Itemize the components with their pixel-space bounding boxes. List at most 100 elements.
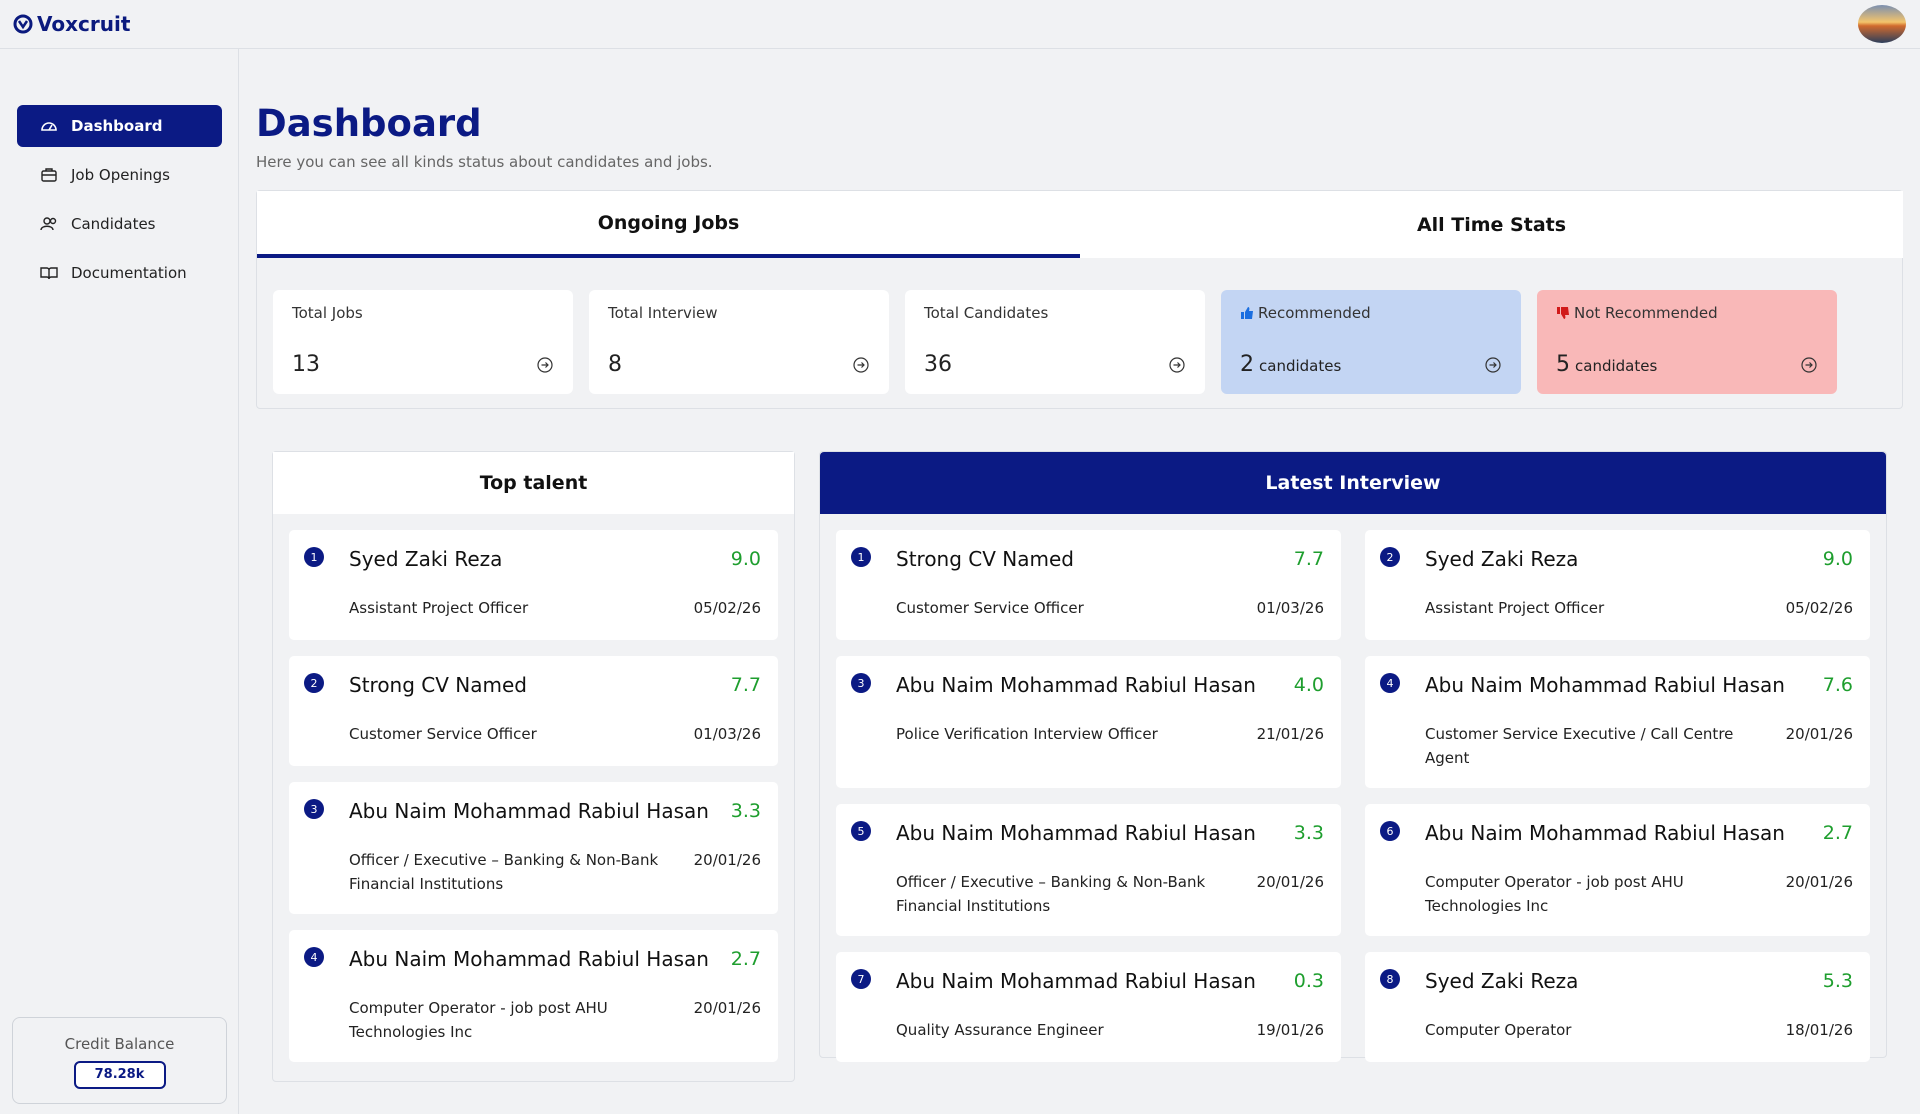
nav-icon — [41, 122, 57, 131]
rank-badge: 3 — [304, 799, 324, 819]
interview-date: 01/03/26 — [693, 725, 761, 743]
nav-item[interactable]: Dashboard — [17, 105, 222, 147]
stat-card[interactable]: Recommended 2 candidates — [1221, 290, 1521, 394]
nav-label: Dashboard — [71, 117, 163, 135]
panel-header: Latest Interview — [820, 452, 1886, 514]
candidate-name: Strong CV Named — [349, 673, 527, 697]
panel-header: Top talent — [273, 452, 794, 514]
card-bottom-row: Computer Operator - job post AHU Technol… — [349, 996, 761, 1044]
interview-date: 01/03/26 — [1256, 599, 1324, 617]
nav-label: Documentation — [71, 264, 187, 282]
nav-item[interactable]: Job Openings — [17, 154, 222, 196]
user-avatar[interactable] — [1858, 5, 1906, 43]
candidate-card[interactable]: 4 Abu Naim Mohammad Rabiul Hasan 2.7 Comput… — [289, 930, 778, 1062]
card-bottom-row: Computer Operator - job post AHU Technol… — [1425, 870, 1853, 918]
candidate-card[interactable]: 3 Abu Naim Mohammad Rabiul Hasan 4.0 Police… — [836, 656, 1341, 788]
stat-label-row: Recommended — [1240, 304, 1502, 322]
job-role: Officer / Executive – Banking & Non-Bank… — [349, 851, 659, 893]
candidate-card[interactable]: 1 Syed Zaki Reza 9.0 Assistant Project Offi… — [289, 530, 778, 640]
stat-label-row: Total Interview — [608, 304, 870, 322]
job-role: Assistant Project Officer — [349, 599, 529, 617]
page-subtitle: Here you can see all kinds status about … — [256, 153, 713, 171]
brand-name: Voxcruit — [37, 12, 131, 36]
tab[interactable]: Ongoing Jobs — [257, 191, 1080, 258]
stat-label: Total Interview — [608, 304, 718, 322]
rank-badge: 2 — [304, 673, 324, 693]
card-bottom-row: Assistant Project Officer 05/02/26 — [349, 596, 761, 620]
card-bottom-row: Police Verification Interview Officer 21/… — [896, 722, 1324, 746]
card-bottom-row: Assistant Project Officer 05/02/26 — [1425, 596, 1853, 620]
arrow-icon — [1801, 357, 1817, 373]
arrow-icon — [537, 357, 553, 373]
job-role: Computer Operator - job post AHU Technol… — [349, 999, 608, 1041]
candidate-name: Syed Zaki Reza — [349, 547, 503, 571]
candidate-card[interactable]: 2 Strong CV Named 7.7 Customer Service Offi… — [289, 656, 778, 766]
card-top-row: Abu Naim Mohammad Rabiul Hasan 4.0 — [896, 672, 1324, 698]
stat-number-row: 13 — [292, 352, 320, 377]
candidate-score: 3.3 — [730, 800, 761, 822]
nav-item[interactable]: Candidates — [17, 203, 222, 245]
job-role: Quality Assurance Engineer — [896, 1021, 1104, 1039]
credit-label: Credit Balance — [64, 1035, 175, 1053]
stat-card[interactable]: Total Jobs 13 — [273, 290, 573, 394]
candidate-card[interactable]: 5 Abu Naim Mohammad Rabiul Hasan 3.3 Office… — [836, 804, 1341, 936]
stat-value: 13 — [292, 352, 320, 377]
interview-date: 05/02/26 — [1785, 599, 1853, 617]
card-bottom-row: Officer / Executive – Banking & Non-Bank… — [896, 870, 1324, 918]
candidate-score: 9.0 — [730, 548, 761, 570]
nav-item[interactable]: Documentation — [17, 252, 222, 294]
arrow-icon — [1485, 357, 1501, 373]
candidate-card[interactable]: 4 Abu Naim Mohammad Rabiul Hasan 7.6 Custom… — [1365, 656, 1870, 788]
candidate-card[interactable]: 1 Strong CV Named 7.7 Customer Service Offi… — [836, 530, 1341, 640]
card-top-row: Abu Naim Mohammad Rabiul Hasan 3.3 — [349, 798, 761, 824]
candidate-score: 2.7 — [1822, 822, 1853, 844]
candidate-card[interactable]: 6 Abu Naim Mohammad Rabiul Hasan 2.7 Comput… — [1365, 804, 1870, 936]
candidate-card[interactable]: 8 Syed Zaki Reza 5.3 Computer Operator 18/01… — [1365, 952, 1870, 1062]
arrow-icon — [853, 357, 869, 373]
stat-card[interactable]: Total Candidates 36 — [905, 290, 1205, 394]
candidate-score: 7.7 — [730, 674, 761, 696]
candidate-name: Abu Naim Mohammad Rabiul Hasan — [1425, 673, 1785, 697]
stat-label: Total Jobs — [292, 304, 363, 322]
job-role: Customer Service Officer — [349, 725, 537, 743]
rank-badge: 6 — [1380, 821, 1400, 841]
candidate-score: 2.7 — [730, 948, 761, 970]
card-top-row: Abu Naim Mohammad Rabiul Hasan 0.3 — [896, 968, 1324, 994]
candidate-score: 3.3 — [1293, 822, 1324, 844]
stat-label-row: Not Recommended — [1556, 304, 1818, 322]
rank-badge: 2 — [1380, 547, 1400, 567]
candidate-score: 5.3 — [1822, 970, 1853, 992]
stat-unit: candidates — [1259, 357, 1342, 375]
stat-arrow — [852, 356, 870, 374]
job-role: Customer Service Executive / Call Centre… — [1425, 725, 1734, 767]
tabs-box: Ongoing Jobs All Time Stats Total Jobs 13 To… — [256, 190, 1903, 409]
stat-number-row: 2 candidates — [1240, 352, 1341, 377]
interview-date: 05/02/26 — [693, 599, 761, 617]
card-top-row: Abu Naim Mohammad Rabiul Hasan 2.7 — [1425, 820, 1853, 846]
nav-label: Candidates — [71, 215, 156, 233]
candidate-card[interactable]: 3 Abu Naim Mohammad Rabiul Hasan 3.3 Office… — [289, 782, 778, 914]
stat-label: Not Recommended — [1574, 304, 1718, 322]
stat-value: 36 — [924, 352, 952, 377]
brand[interactable]: Voxcruit — [12, 12, 130, 36]
candidate-name: Abu Naim Mohammad Rabiul Hasan — [349, 947, 709, 971]
nav-label: Job Openings — [71, 166, 170, 184]
card-bottom-row: Officer / Executive – Banking & Non-Bank… — [349, 848, 761, 896]
card-bottom-row: Quality Assurance Engineer 19/01/26 — [896, 1018, 1324, 1042]
candidate-card[interactable]: 2 Syed Zaki Reza 9.0 Assistant Project Offi… — [1365, 530, 1870, 640]
stat-value: 5 — [1556, 352, 1570, 377]
credit-value: 78.28k — [73, 1061, 166, 1089]
tab[interactable]: All Time Stats — [1080, 191, 1903, 258]
stat-card[interactable]: Total Interview 8 — [589, 290, 889, 394]
stat-label: Recommended — [1258, 304, 1371, 322]
stat-card[interactable]: Not Recommended 5 candidates — [1537, 290, 1837, 394]
interview-date: 21/01/26 — [1256, 725, 1324, 743]
card-top-row: Syed Zaki Reza 9.0 — [1425, 546, 1853, 572]
interview-date: 20/01/26 — [693, 851, 761, 869]
rank-badge: 4 — [304, 947, 324, 967]
arrow-icon — [1169, 357, 1185, 373]
candidate-card[interactable]: 7 Abu Naim Mohammad Rabiul Hasan 0.3 Qualit… — [836, 952, 1341, 1062]
stat-label-row: Total Candidates — [924, 304, 1186, 322]
card-top-row: Syed Zaki Reza 5.3 — [1425, 968, 1853, 994]
